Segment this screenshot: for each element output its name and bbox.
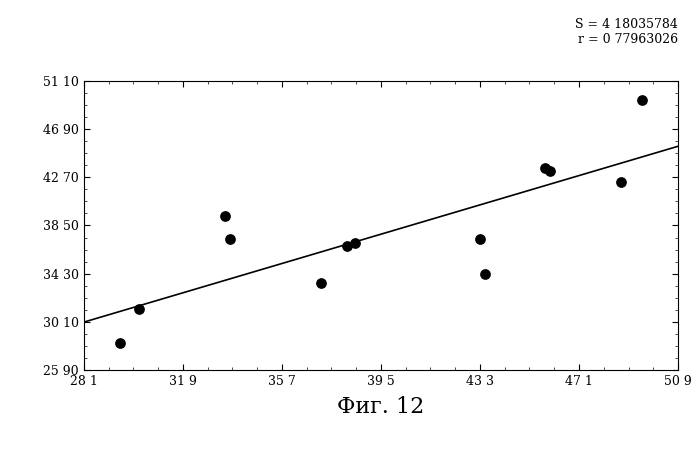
Point [615, 178, 626, 185]
Point [636, 96, 647, 103]
Point [133, 305, 144, 313]
Point [540, 165, 551, 172]
X-axis label: Фиг. 12: Фиг. 12 [338, 396, 424, 418]
Point [224, 235, 236, 243]
Point [115, 340, 126, 347]
Point [350, 239, 361, 246]
Point [342, 243, 353, 250]
Text: S = 4 18035784
r = 0 77963026: S = 4 18035784 r = 0 77963026 [575, 18, 678, 46]
Point [475, 235, 486, 243]
Point [545, 167, 556, 174]
Point [315, 279, 326, 286]
Point [480, 270, 491, 277]
Point [219, 213, 230, 220]
